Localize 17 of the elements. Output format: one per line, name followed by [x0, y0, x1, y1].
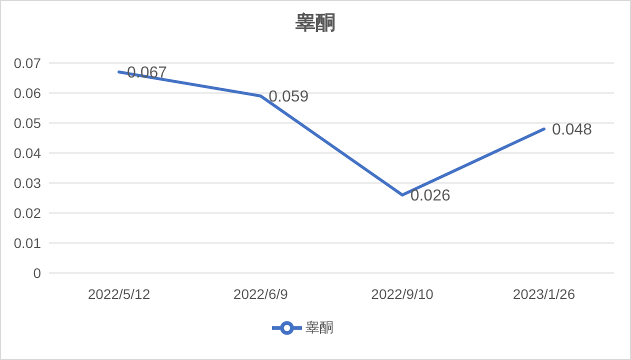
data-label: 0.026	[410, 188, 450, 205]
y-tick-label: 0.01	[14, 234, 42, 251]
y-tick-label: 0.04	[14, 144, 42, 161]
chart-title: 睾酮	[294, 11, 336, 36]
x-tick-label: 2022/5/12	[88, 286, 150, 302]
y-tick-label: 0.07	[14, 54, 42, 71]
y-tick-label: 0.06	[14, 84, 42, 101]
y-tick-label: 0	[33, 264, 42, 281]
x-tick-label: 2022/9/10	[371, 286, 434, 302]
y-tick-label: 0.02	[14, 204, 42, 221]
x-tick-label: 2023/1/26	[512, 286, 576, 302]
y-tick-label: 0.05	[14, 114, 42, 131]
legend-label: 睾酮	[306, 319, 334, 336]
data-label: 0.048	[552, 122, 592, 139]
data-label: 0.059	[268, 88, 309, 106]
x-tick-label: 2022/6/9	[233, 286, 288, 302]
y-tick-label: 0.03	[14, 174, 42, 191]
